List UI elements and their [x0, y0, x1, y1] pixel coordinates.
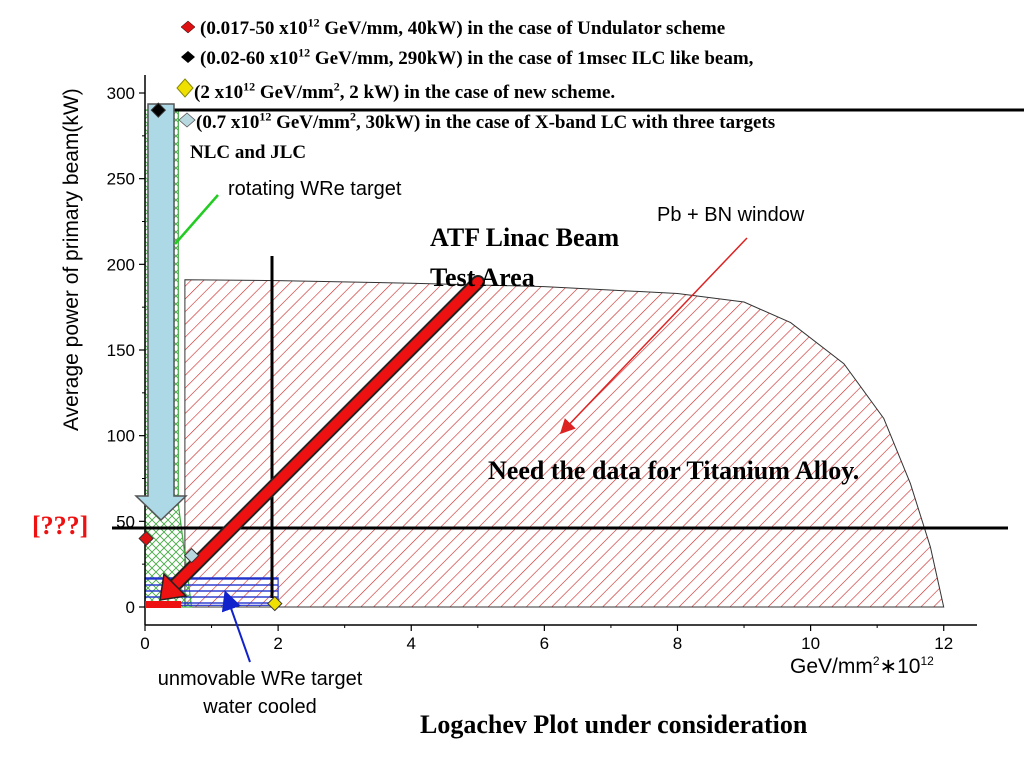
x-tick-label: 12: [934, 634, 953, 653]
legend-item-undulator: (0.017-50 x1012 GeV/mm, 40kW) in the cas…: [180, 16, 725, 40]
region-pb-bn-window: [184, 279, 945, 608]
annotation-pb-bn-window: Pb + BN window: [657, 204, 805, 226]
diamond-icon: [178, 112, 196, 134]
overlay-shapes: [112, 103, 1024, 663]
point-1msec-ilc-like-beam: [150, 102, 167, 118]
legend-item-new-scheme: (2 x1012 GeV/mm2, 2 kW) in the case of n…: [176, 78, 615, 104]
x-tick-label: 0: [140, 634, 149, 653]
footer-title: Logachev Plot under consideration: [420, 710, 808, 739]
annotation-unmovable-line1: unmovable WRe target: [157, 668, 363, 690]
legend-label: (0.017-50 x1012 GeV/mm, 40kW) in the cas…: [200, 16, 726, 40]
x-tick-label: 4: [407, 634, 416, 653]
pointer-rotating-target: [174, 194, 219, 245]
legend-label: (0.02-60 x1012 GeV/mm, 290kW) in the cas…: [200, 46, 754, 70]
red-bottom-bar: [145, 601, 181, 608]
legend-label: (2 x1012 GeV/mm2, 2 kW) in the case of n…: [194, 79, 616, 103]
data-points: [138, 102, 283, 612]
x-tick-label: 2: [273, 634, 282, 653]
y-tick-label: 300: [107, 84, 135, 103]
y-tick-label: 150: [107, 341, 135, 360]
annotation-rotating-target: rotating WRe target: [228, 178, 402, 200]
diamond-icon: [180, 48, 196, 70]
annotation-atf-linac: ATF Linac Beam Test Area: [430, 218, 619, 298]
pointer-pb-bn-window: [559, 237, 748, 435]
x-axis-label: GeV/mm2∗1012: [790, 654, 934, 678]
legend-label: (0.7 x1012 GeV/mm2, 30kW) in the case of…: [196, 110, 776, 134]
y-tick-label: 200: [107, 255, 135, 274]
legend-item-ilc: (0.02-60 x1012 GeV/mm, 290kW) in the cas…: [180, 46, 753, 70]
pointer-unmovable-target: [221, 590, 251, 663]
diamond-icon: [180, 18, 196, 40]
annotation-atf-line2: Test Area: [430, 263, 535, 292]
legend-continuation: NLC and JLC: [190, 142, 307, 163]
y-tick-label: 0: [126, 598, 135, 617]
point-x-band-lc-with-three-targets-nlc-and-jlc: [183, 547, 200, 564]
point-undulator-scheme: [138, 530, 154, 547]
annotation-unmovable-line2: water cooled: [203, 696, 317, 718]
annotation-need-data: Need the data for Titanium Alloy.: [488, 456, 860, 485]
atf-arrow-head: [159, 572, 188, 601]
x-tick-label: 6: [540, 634, 549, 653]
x-tick-label: 8: [673, 634, 682, 653]
annotation-unmovable-target: unmovable WRe target water cooled: [130, 665, 390, 721]
y-tick-label: 100: [107, 427, 135, 446]
y-tick-label: 250: [107, 170, 135, 189]
annotation-atf-line1: ATF Linac Beam: [430, 223, 620, 252]
legend-item-xband: (0.7 x1012 GeV/mm2, 30kW) in the case of…: [178, 110, 775, 134]
y-axis-label: Average power of primary beam(kW): [60, 88, 83, 431]
diamond-icon: [176, 78, 194, 104]
atf-arrow: [165, 277, 483, 595]
down-arrow: [134, 103, 188, 522]
x-tick-label: 10: [801, 634, 820, 653]
point-new-scheme: [267, 595, 283, 612]
unknown-marker-label: [???]: [32, 511, 89, 541]
